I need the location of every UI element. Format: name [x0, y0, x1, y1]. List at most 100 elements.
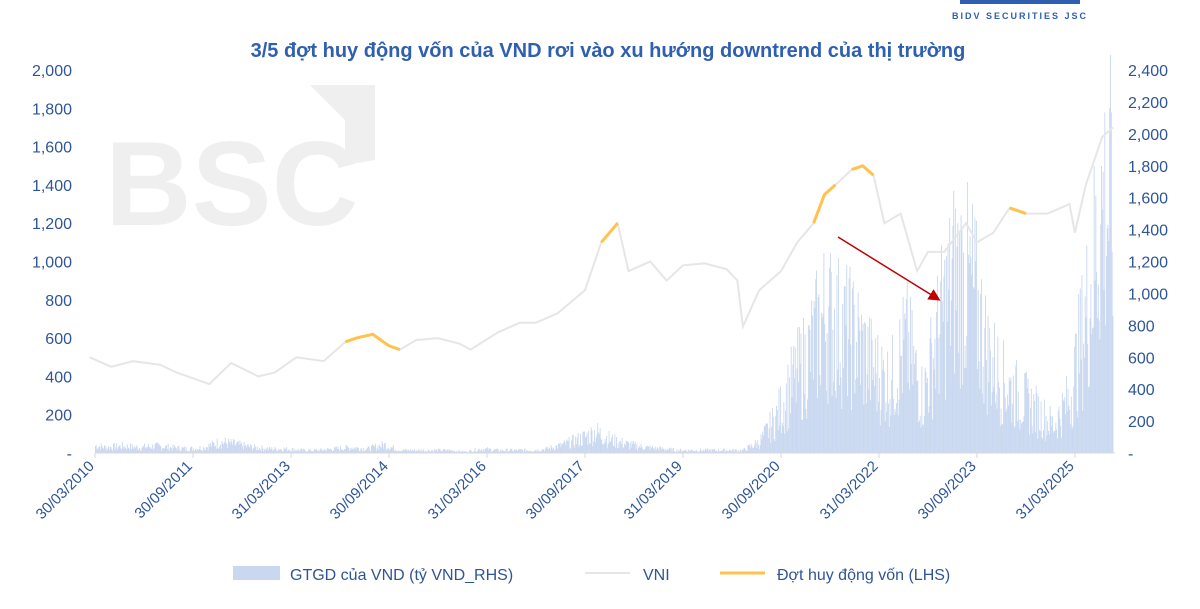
volume-bar	[700, 448, 702, 453]
volume-bar	[254, 444, 256, 453]
volume-bar	[428, 449, 430, 453]
volume-bar	[623, 447, 625, 453]
volume-bar	[874, 386, 875, 453]
volume-bar	[1016, 421, 1018, 453]
volume-bar	[809, 329, 811, 453]
volume-bar	[526, 450, 528, 453]
volume-bar	[960, 215, 962, 453]
volume-bar	[318, 451, 320, 453]
volume-bar	[987, 315, 989, 453]
volume-bar	[861, 331, 863, 453]
volume-bar	[480, 450, 482, 453]
volume-bar	[571, 435, 573, 453]
volume-bar	[739, 451, 741, 453]
volume-bar	[562, 442, 564, 453]
volume-bar	[691, 449, 693, 453]
volume-bar	[1108, 240, 1110, 453]
volume-bar	[509, 449, 511, 453]
volume-bar	[1065, 414, 1067, 453]
volume-bar	[590, 427, 592, 453]
volume-bar	[552, 449, 554, 453]
volume-bar	[1052, 432, 1054, 453]
volume-bar	[598, 432, 599, 453]
volume-bar	[944, 259, 946, 453]
y-tick-left: 1,400	[32, 178, 72, 195]
volume-bar	[270, 449, 272, 453]
volume-bar	[451, 450, 453, 453]
volume-bar	[436, 449, 438, 453]
volume-bar	[549, 447, 550, 453]
volume-bar	[237, 441, 238, 453]
volume-bar	[585, 436, 587, 453]
volume-bar	[980, 293, 982, 453]
x-tick-label: 31/03/2025	[1013, 458, 1078, 523]
volume-bar	[736, 451, 738, 453]
volume-bar	[1027, 378, 1029, 453]
volume-bar	[697, 451, 699, 453]
volume-bar	[859, 330, 861, 453]
volume-bar	[825, 390, 827, 453]
volume-bar	[106, 447, 108, 453]
volume-bar	[278, 450, 280, 453]
volume-bar	[680, 449, 682, 453]
volume-bar	[396, 450, 398, 453]
volume-bar	[602, 444, 604, 453]
volume-bar	[669, 447, 670, 453]
volume-bar	[687, 449, 689, 453]
volume-bar	[320, 448, 322, 453]
volume-bar	[1106, 228, 1108, 453]
volume-bar	[853, 305, 855, 453]
volume-bar	[373, 445, 375, 453]
volume-bar	[845, 325, 847, 453]
volume-bar	[475, 451, 477, 453]
volume-bar	[999, 387, 1000, 453]
volume-bar	[437, 448, 439, 453]
volume-bar	[377, 445, 379, 453]
volume-bar	[634, 441, 636, 453]
volume-bar	[868, 389, 870, 453]
volume-bar	[518, 449, 520, 453]
volume-bar	[450, 450, 452, 453]
volume-bar	[589, 443, 590, 453]
volume-bar	[852, 281, 854, 453]
volume-bar	[1022, 421, 1024, 453]
volume-bar	[528, 451, 530, 453]
volume-bar	[1088, 386, 1090, 453]
chart-title: 3/5 đợt huy động vốn của VND rơi vào xu …	[251, 40, 966, 62]
volume-bar	[264, 449, 265, 453]
volume-bar	[1021, 422, 1023, 453]
volume-bar	[745, 451, 747, 453]
volume-bar	[764, 426, 766, 453]
volume-bar	[889, 399, 891, 453]
volume-bar	[759, 445, 761, 453]
volume-bar	[260, 451, 262, 453]
volume-bar	[608, 430, 610, 453]
volume-bar	[336, 449, 338, 453]
volume-bar	[903, 339, 905, 453]
volume-bar	[722, 448, 724, 453]
volume-bar	[413, 450, 415, 453]
volume-bar	[714, 448, 715, 453]
volume-bar	[812, 379, 814, 453]
volume-bar	[537, 448, 539, 453]
volume-bar	[602, 444, 604, 453]
volume-bar	[1078, 293, 1080, 453]
volume-bar	[201, 450, 203, 453]
volume-bar	[785, 410, 786, 453]
y-tick-right: 200	[1128, 414, 1155, 431]
volume-bar	[981, 279, 982, 453]
volume-bar	[421, 451, 423, 453]
volume-bar	[217, 448, 219, 453]
volume-bar	[586, 432, 588, 453]
volume-bar	[433, 451, 434, 453]
volume-bar	[427, 450, 429, 453]
volume-bar	[1037, 438, 1039, 453]
volume-bar	[269, 448, 271, 453]
volume-bar	[1076, 411, 1078, 453]
volume-bar	[879, 425, 881, 453]
volume-bar	[551, 447, 553, 453]
volume-bar	[901, 355, 902, 453]
volume-bar	[355, 449, 357, 453]
volume-bar	[206, 447, 207, 453]
volume-bar	[500, 451, 502, 453]
